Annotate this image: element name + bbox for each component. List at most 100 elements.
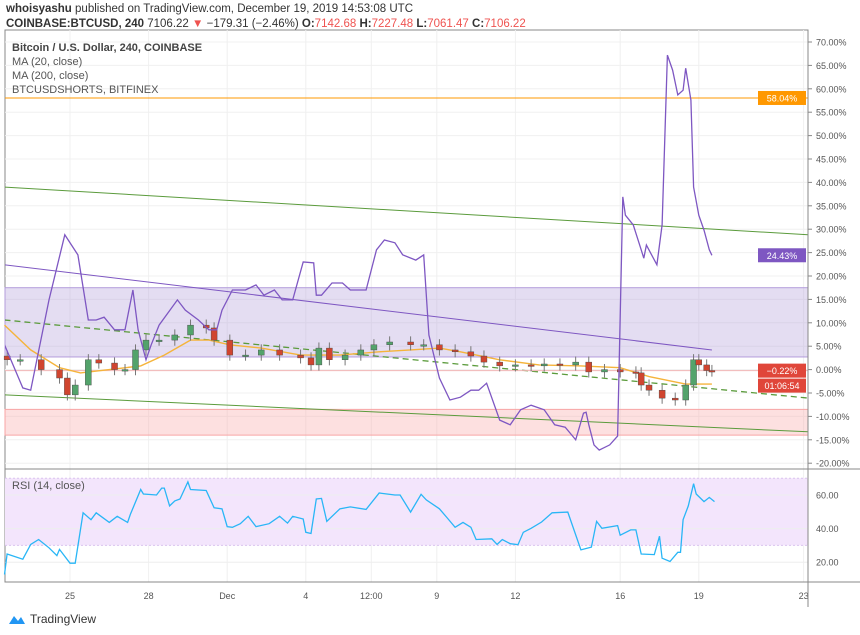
brand-name: TradingView: [30, 612, 97, 626]
close-label: C:: [472, 18, 485, 30]
candle-body: [541, 363, 548, 367]
rsi-band: [5, 478, 808, 546]
candle-body: [341, 354, 349, 360]
y-tick-label: -15.00%: [816, 435, 850, 445]
shorts-last-badge: 24.43%: [767, 251, 798, 261]
btcusdshorts-line: [5, 54, 713, 451]
x-tick-label: 12:00: [360, 591, 383, 601]
price-change-badge: −0.22%: [767, 366, 798, 376]
y-tick-label: 50.00%: [816, 131, 847, 141]
candle-body: [72, 384, 79, 396]
candle-body: [682, 384, 689, 401]
legend-rsi[interactable]: RSI (14, close): [12, 480, 85, 492]
y-tick-label: -5.00%: [816, 389, 845, 399]
candle-body: [357, 349, 365, 356]
x-tick-label: 28: [144, 591, 154, 601]
candle-body: [111, 362, 118, 370]
legend-main[interactable]: Bitcoin / U.S. Dollar, 240, COINBASE: [12, 42, 203, 54]
publish-line: whoisyashu published on TradingView.com,…: [6, 3, 413, 15]
rsi-tick-label: 60.00: [816, 491, 839, 501]
candle-body: [672, 397, 679, 401]
low-value: 7061.47: [427, 18, 469, 30]
y-tick-label: 35.00%: [816, 201, 847, 211]
candle-body: [276, 349, 283, 356]
bar-countdown-badge-bg: [758, 378, 806, 393]
open-value: 7142.68: [314, 18, 357, 30]
x-tick-label: 4: [303, 591, 308, 601]
candle-body: [585, 361, 592, 373]
y-tick-label: 30.00%: [816, 225, 847, 235]
candle-body: [155, 339, 163, 342]
candle-body: [85, 359, 92, 386]
low-label: L:: [416, 18, 428, 30]
candle-body: [617, 369, 624, 373]
y-tick-label: 5.00%: [816, 342, 842, 352]
trendline-lower-green: [5, 394, 808, 433]
published-text: published on TradingView.com, December 1…: [75, 3, 413, 15]
candle-body: [658, 389, 666, 399]
candle-body: [436, 344, 443, 351]
y-tick-label: 20.00%: [816, 272, 847, 282]
candle-body: [171, 334, 179, 341]
y-tick-label: 0.00%: [816, 365, 842, 375]
trendline-upper-green: [5, 186, 808, 236]
rsi-tick-label: 40.00: [816, 524, 839, 534]
candle-body: [637, 372, 645, 386]
candle-body: [226, 339, 234, 356]
legend-ma200[interactable]: MA (200, close): [12, 70, 89, 82]
open-label: O:: [301, 18, 315, 30]
legend-shorts[interactable]: BTCUSDSHORTS, BITFINEX: [12, 84, 159, 96]
tradingview-logo[interactable]: TradingView: [8, 612, 96, 626]
candle-body: [121, 369, 129, 372]
candle-body: [420, 344, 427, 347]
candle-body: [370, 344, 378, 351]
candle-body: [37, 359, 45, 370]
x-tick-label: 16: [615, 591, 625, 601]
y-tick-label: 45.00%: [816, 155, 847, 165]
y-tick-label: 65.00%: [816, 61, 847, 71]
x-tick-label: 23: [799, 591, 809, 601]
candle-body: [407, 341, 414, 345]
price-change: −179.31 (−2.46%): [206, 18, 299, 30]
candle-body: [386, 341, 393, 345]
symbol-label: COINBASE:BTCUSD, 240: [6, 18, 145, 30]
x-tick-label: 25: [65, 591, 75, 601]
candle-body: [645, 384, 653, 391]
y-tick-label: 25.00%: [816, 248, 847, 258]
price-change-badge-bg: [758, 363, 806, 378]
candle-body: [467, 351, 475, 357]
candle-body: [142, 339, 150, 351]
candle-body: [132, 349, 139, 370]
candle-body: [703, 364, 710, 371]
candle-body: [315, 347, 323, 366]
shorts-last-badge-bg: [758, 248, 806, 263]
candle-body: [601, 369, 608, 373]
shorts-level-badge: 58.04%: [767, 93, 798, 103]
high-value: 7227.48: [371, 18, 414, 30]
y-tick-label: 60.00%: [816, 84, 847, 94]
candle-body: [708, 370, 716, 373]
candle-body: [210, 327, 218, 341]
candle-body: [242, 354, 249, 357]
candle-body: [258, 349, 265, 356]
candle-body: [496, 361, 503, 367]
legend-ma20[interactable]: MA (20, close): [12, 56, 83, 68]
last-price: 7106.22: [147, 18, 189, 30]
candle-body: [307, 357, 315, 366]
high-label: H:: [359, 18, 372, 30]
candle-body: [56, 369, 63, 379]
y-tick-label: 70.00%: [816, 38, 847, 48]
down-arrow-icon: ▼: [192, 18, 204, 30]
x-tick-label: Dec: [219, 591, 236, 601]
candle-body: [556, 363, 564, 366]
publisher-name[interactable]: whoisyashu: [6, 3, 72, 15]
candle-body: [512, 364, 519, 367]
y-tick-label: -20.00%: [816, 459, 850, 469]
candle-body: [326, 347, 333, 360]
candle-body: [527, 364, 535, 367]
candle-body: [95, 359, 103, 364]
candle-body: [187, 324, 194, 336]
bar-countdown-badge: 01:06:54: [764, 381, 799, 391]
